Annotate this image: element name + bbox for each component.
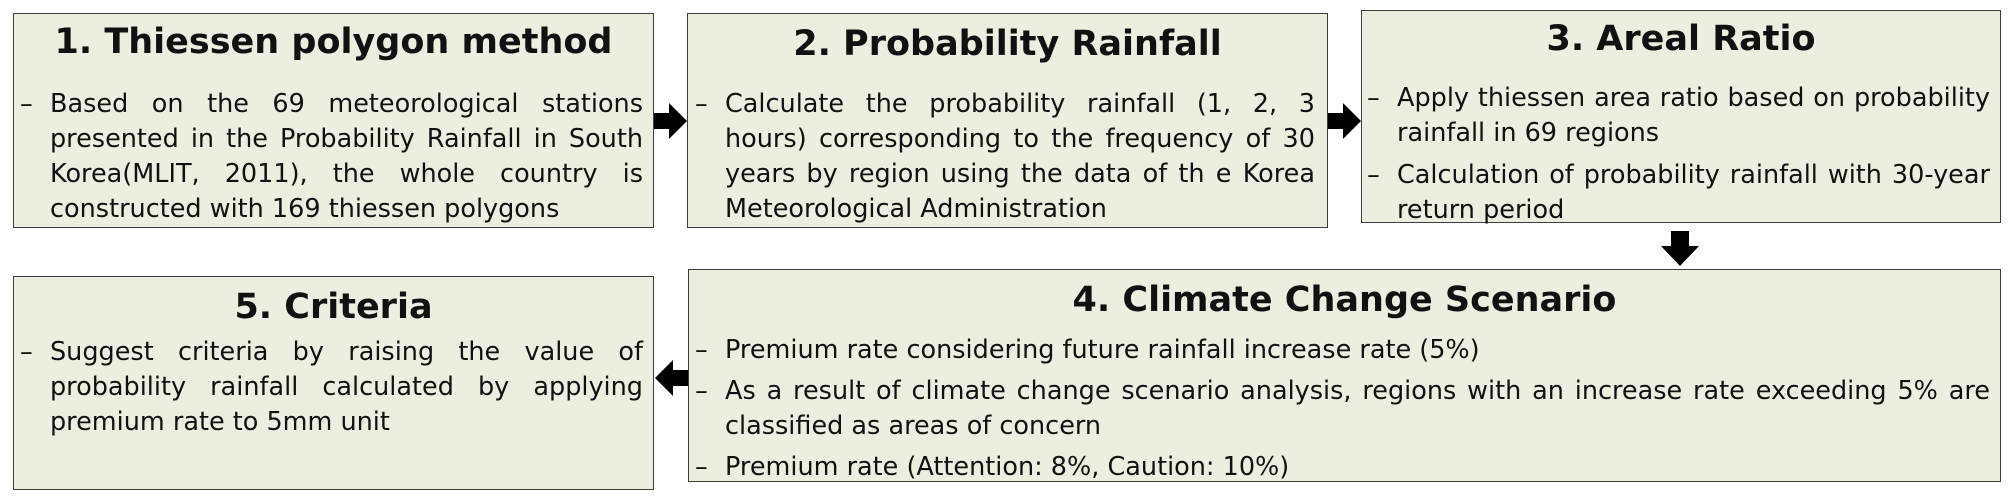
arrow-right-icon bbox=[1328, 103, 1361, 139]
step-1-title: 1. Thiessen polygon method bbox=[54, 22, 613, 62]
step-4-list: Premium rate considering future rainfall… bbox=[695, 333, 1990, 485]
step-2-item: Calculate the probability rainfall (1, 2… bbox=[695, 87, 1315, 227]
arrow-right-icon bbox=[654, 103, 687, 139]
step-3-title: 3. Areal Ratio bbox=[1546, 19, 1816, 59]
step-4-item: Premium rate considering future rainfall… bbox=[695, 333, 1990, 368]
step-1-list: Based on the 69 meteorological stations … bbox=[20, 87, 643, 227]
step-5-title: 5. Criteria bbox=[234, 287, 433, 327]
step-2-list: Calculate the probability rainfall (1, 2… bbox=[695, 87, 1315, 227]
step-5-box: 5. Criteria Suggest criteria by raising … bbox=[13, 276, 654, 490]
step-3-item: Apply thiessen area ratio based on proba… bbox=[1367, 81, 1990, 151]
step-2-title: 2. Probability Rainfall bbox=[793, 24, 1222, 64]
step-4-box: 4. Climate Change Scenario Premium rate … bbox=[688, 269, 2001, 485]
step-4-title: 4. Climate Change Scenario bbox=[1072, 280, 1617, 320]
arrow-left-icon bbox=[655, 360, 688, 396]
step-4-item: As a result of climate change scenario a… bbox=[695, 374, 1990, 444]
step-1-item: Based on the 69 meteorological stations … bbox=[20, 87, 643, 227]
step-5-list: Suggest criteria by raising the value of… bbox=[20, 335, 643, 440]
step-4-item: Premium rate (Attention: 8%, Caution: 10… bbox=[695, 450, 1990, 485]
step-5-item: Suggest criteria by raising the value of… bbox=[20, 335, 643, 440]
step-3-list: Apply thiessen area ratio based on proba… bbox=[1367, 81, 1990, 228]
step-3-box: 3. Areal Ratio Apply thiessen area ratio… bbox=[1361, 10, 2001, 225]
step-2-box: 2. Probability Rainfall Calculate the pr… bbox=[687, 13, 1328, 228]
step-1-box: 1. Thiessen polygon method Based on the … bbox=[13, 13, 654, 228]
arrow-down-icon bbox=[1661, 231, 1699, 266]
step-3-item: Calculation of probability rainfall with… bbox=[1367, 158, 1990, 228]
